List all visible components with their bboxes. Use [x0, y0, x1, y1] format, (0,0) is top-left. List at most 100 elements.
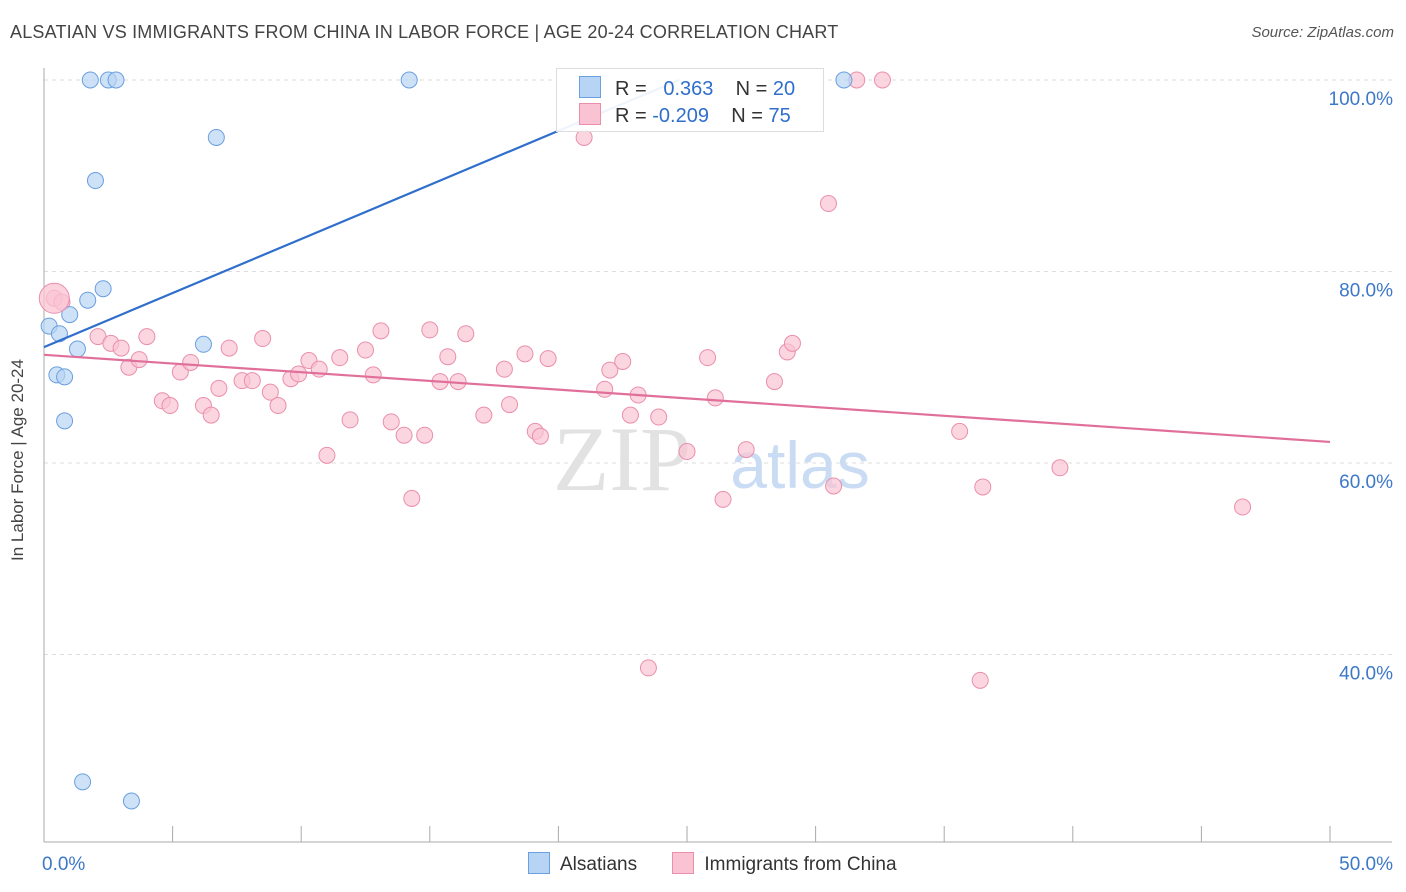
- china-swatch: [579, 103, 601, 125]
- china-point: [395, 426, 413, 444]
- china-point: [416, 426, 434, 444]
- china-point: [364, 366, 382, 384]
- alsatians-point: [207, 128, 225, 146]
- alsatians-point: [74, 773, 92, 791]
- legend-label-china: Immigrants from China: [704, 854, 897, 875]
- correlation-legend: R = 0.363 N = 20 R = -0.209 N = 75: [556, 68, 824, 132]
- china-point: [650, 408, 668, 426]
- alsatians-point: [79, 291, 97, 309]
- legend-n-label: N =: [731, 105, 763, 127]
- china-point: [112, 339, 130, 357]
- china-point: [706, 389, 724, 407]
- alsatians-point: [56, 412, 74, 430]
- china-point: [202, 406, 220, 424]
- china-point: [596, 380, 614, 398]
- alsatians-point: [81, 71, 99, 89]
- china-point: [783, 334, 801, 352]
- source-label: Source: ZipAtlas.com: [1251, 24, 1394, 41]
- china-point: [269, 397, 287, 415]
- china-point: [210, 379, 228, 397]
- x-tick-label: 50.0%: [1339, 854, 1393, 875]
- china-point: [403, 489, 421, 507]
- china-point: [516, 345, 534, 363]
- china-point: [382, 413, 400, 431]
- series-legend: Alsatians Immigrants from China: [528, 852, 927, 876]
- china-point: [495, 360, 513, 378]
- legend-r-label: R =: [615, 105, 647, 127]
- alsatians-point: [94, 280, 112, 298]
- china-trend-line: [43, 353, 1331, 444]
- chart-title: ALSATIAN VS IMMIGRANTS FROM CHINA IN LAB…: [10, 22, 839, 42]
- y-tick-label: 40.0%: [1339, 664, 1393, 685]
- china-point: [819, 195, 837, 213]
- china-point: [254, 330, 272, 348]
- watermark-zip: ZIP: [553, 408, 691, 510]
- y-tick-label: 60.0%: [1339, 472, 1393, 493]
- china-point: [475, 406, 493, 424]
- legend-item-china: Immigrants from China: [672, 852, 897, 876]
- alsatians-point: [122, 792, 140, 810]
- china-point: [639, 659, 657, 677]
- china-point: [421, 321, 439, 339]
- china-point: [38, 282, 70, 314]
- china-point: [261, 383, 279, 401]
- alsatians-point: [400, 71, 418, 89]
- legend-r-value: -0.209: [652, 105, 709, 127]
- china-point: [699, 349, 717, 367]
- china-point: [130, 351, 148, 369]
- alsatians-point: [107, 71, 125, 89]
- china-point: [678, 443, 696, 461]
- china-point: [439, 348, 457, 366]
- china-point: [331, 349, 349, 367]
- alsatians-point: [86, 172, 104, 190]
- china-point: [1234, 498, 1252, 516]
- china-point: [873, 71, 891, 89]
- china-point: [501, 396, 519, 414]
- legend-item-alsatians: Alsatians: [528, 852, 637, 876]
- china-point: [138, 328, 156, 346]
- legend-r-label: R =: [615, 78, 647, 100]
- china-point: [714, 490, 732, 508]
- legend-n-value: 75: [768, 105, 791, 127]
- china-point: [601, 361, 619, 379]
- china-point: [182, 353, 200, 371]
- china-point: [457, 325, 475, 343]
- china-point: [539, 350, 557, 368]
- alsatians-point: [68, 340, 86, 358]
- alsatians-point: [194, 335, 212, 353]
- alsatians-legend-swatch: [528, 852, 550, 874]
- alsatians-swatch: [579, 76, 601, 98]
- watermark-atlas: atlas: [730, 428, 869, 502]
- china-point: [341, 411, 359, 429]
- legend-row-china: R = -0.209 N = 75: [579, 103, 791, 128]
- china-point: [243, 372, 261, 390]
- legend-n-value: 20: [772, 78, 796, 100]
- china-point: [825, 477, 843, 495]
- china-point: [974, 478, 992, 496]
- china-point: [357, 341, 374, 359]
- china-point: [971, 671, 989, 689]
- legend-r-value: 0.363: [663, 78, 714, 100]
- legend-row-alsatians: R = 0.363 N = 20: [579, 76, 795, 101]
- china-point: [290, 365, 308, 383]
- alsatians-point: [56, 368, 74, 386]
- china-point: [318, 446, 336, 464]
- china-point: [531, 427, 549, 445]
- china-point: [614, 353, 632, 371]
- alsatians-point: [835, 71, 853, 89]
- china-point: [161, 397, 179, 415]
- alsatians-point: [61, 306, 79, 324]
- china-point: [372, 322, 390, 340]
- y-tick-label: 80.0%: [1339, 281, 1393, 302]
- china-point: [765, 373, 783, 391]
- legend-n-label: N =: [735, 78, 768, 100]
- y-tick-label: 100.0%: [1329, 89, 1394, 110]
- x-tick-label: 0.0%: [42, 854, 85, 875]
- china-point: [621, 406, 639, 424]
- china-point: [1051, 459, 1069, 477]
- china-point: [951, 422, 969, 440]
- china-point: [737, 441, 755, 459]
- legend-label-alsatians: Alsatians: [560, 854, 638, 875]
- china-legend-swatch: [672, 852, 695, 874]
